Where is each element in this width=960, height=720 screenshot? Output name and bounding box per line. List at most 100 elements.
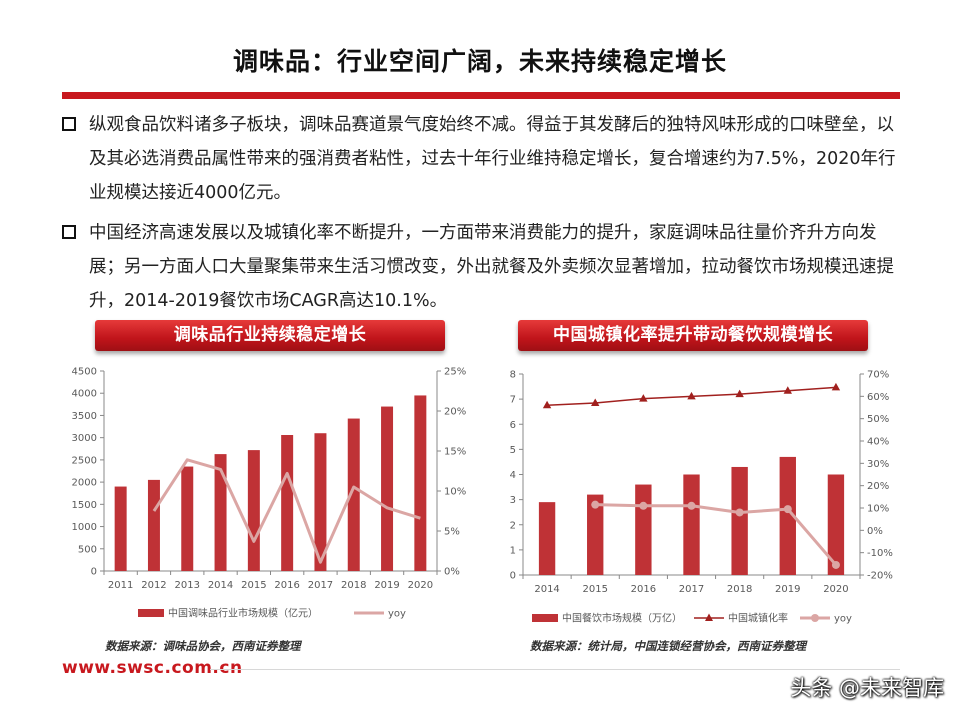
x-tick-label: 2019 xyxy=(775,584,800,595)
line-point-circle xyxy=(783,505,792,514)
bar xyxy=(214,454,227,571)
bullet-item: 纵观食品饮料诸多子板块，调味品赛道景气度始终不减。得益于其发酵后的独特风味形成的… xyxy=(62,108,902,210)
line-point-circle xyxy=(831,560,840,569)
line-point-circle xyxy=(735,508,744,517)
line-point-triangle xyxy=(591,398,600,407)
y-right-tick-label: 5% xyxy=(444,527,460,538)
bullet-text: 纵观食品饮料诸多子板块，调味品赛道景气度始终不减。得益于其发酵后的独特风味形成的… xyxy=(89,115,896,203)
legend-label: 中国餐饮市场规模（万亿） xyxy=(562,612,682,625)
y-right-tick-label: 60% xyxy=(867,392,889,403)
y-right-tick-label: 25% xyxy=(444,367,466,378)
x-tick-label: 2013 xyxy=(175,580,200,591)
bar xyxy=(731,466,748,575)
line-point-triangle xyxy=(831,382,841,391)
y-right-tick-label: 50% xyxy=(867,414,889,425)
page-title: 调味品：行业空间广阔，未来持续稳定增长 xyxy=(232,47,727,76)
bar xyxy=(587,494,604,575)
bullet-item: 中国经济高速发展以及城镇化率不断提升，一方面带来消费能力的提升，家庭调味品往量价… xyxy=(62,216,902,318)
y-left-tick-label: 4 xyxy=(510,470,516,481)
bar xyxy=(347,418,360,571)
legend-swatch-bar xyxy=(138,609,164,617)
y-right-tick-label: 70% xyxy=(867,370,889,381)
x-tick-label: 2015 xyxy=(241,580,266,591)
bar xyxy=(181,466,194,571)
footer-rule xyxy=(210,669,900,670)
checkbox-bullet-icon xyxy=(62,225,76,239)
y-left-tick-label: 3000 xyxy=(72,433,97,444)
series-line-yoy xyxy=(152,458,421,564)
x-tick-label: 2016 xyxy=(274,580,299,591)
x-tick-label: 2015 xyxy=(582,584,607,595)
y-left-tick-label: 500 xyxy=(78,544,97,555)
bar xyxy=(314,433,327,571)
y-left-tick-label: 0 xyxy=(510,571,516,582)
bullet-list: 纵观食品饮料诸多子板块，调味品赛道景气度始终不减。得益于其发酵后的独特风味形成的… xyxy=(62,108,902,324)
site-logo: www.swsc.com.cn xyxy=(62,658,243,678)
bar xyxy=(381,406,394,571)
y-left-tick-label: 1500 xyxy=(72,500,97,511)
x-tick-label: 2019 xyxy=(374,580,399,591)
y-left-tick-label: 7 xyxy=(510,395,516,406)
bar xyxy=(538,502,556,575)
series-line-yoy xyxy=(595,503,838,566)
bar xyxy=(827,474,845,575)
y-left-tick-label: 5 xyxy=(510,445,516,456)
chart1-source: 数据来源：调味品协会，西南证券整理 xyxy=(105,639,301,653)
chart1-area: 0 500 1000 1500 2000 2500 3000 3500 4000 4500 0% 5%… xyxy=(62,360,482,635)
line-point-triangle xyxy=(687,391,696,400)
bar xyxy=(247,450,260,571)
x-tick-label: 2016 xyxy=(631,584,656,595)
y-left-tick-label: 2 xyxy=(510,520,516,531)
x-tick-label: 2018 xyxy=(341,580,366,591)
line-point-triangle xyxy=(542,400,552,409)
legend-label: 中国调味品行业市场规模（亿元） xyxy=(168,607,318,620)
y-left-tick-label: 3500 xyxy=(72,411,97,422)
line-point-circle xyxy=(639,501,648,510)
y-right-tick-label: 0% xyxy=(867,526,883,537)
y-right-tick-label: -10% xyxy=(867,548,893,559)
y-right-tick-label: -20% xyxy=(867,571,893,582)
x-tick-label: 2020 xyxy=(823,584,848,595)
line-point-triangle xyxy=(783,386,792,394)
checkbox-bullet-icon xyxy=(62,117,76,131)
y-left-tick-label: 3 xyxy=(510,495,516,506)
y-right-tick-label: 0% xyxy=(444,567,460,578)
bar xyxy=(635,484,652,575)
y-left-tick-label: 4000 xyxy=(72,389,97,400)
legend-label: yoy xyxy=(834,614,852,625)
legend-swatch-bar xyxy=(532,614,558,622)
y-left-tick-label: 1000 xyxy=(72,522,97,533)
y-right-tick-label: 20% xyxy=(444,407,466,418)
y-left-tick-label: 1 xyxy=(510,545,516,556)
legend-label: yoy xyxy=(388,609,406,620)
chart1-svg: 0 500 1000 1500 2000 2500 3000 3500 4000 4500 0% 5%… xyxy=(72,367,467,620)
chart2-source: 数据来源：统计局，中国连锁经营协会，西南证券整理 xyxy=(530,639,806,653)
bar xyxy=(683,474,700,575)
line-point-triangle xyxy=(639,394,648,402)
y-left-tick-label: 2500 xyxy=(72,455,97,466)
y-right-tick-label: 30% xyxy=(867,459,889,470)
bar xyxy=(779,456,796,575)
y-left-tick-label: 8 xyxy=(510,370,516,381)
bar xyxy=(114,486,127,571)
bar xyxy=(281,435,294,571)
bar xyxy=(414,395,427,571)
x-tick-label: 2014 xyxy=(208,580,233,591)
legend-label: 中国城镇化率 xyxy=(728,612,788,625)
line-point-circle xyxy=(591,500,600,509)
x-tick-label: 2017 xyxy=(308,580,333,591)
x-tick-label: 2020 xyxy=(408,580,433,591)
y-right-tick-label: 40% xyxy=(867,437,889,448)
legend-marker xyxy=(705,613,713,621)
x-tick-label: 2011 xyxy=(108,580,133,591)
title-rule xyxy=(62,92,900,99)
y-right-tick-label: 20% xyxy=(867,481,889,492)
x-tick-label: 2014 xyxy=(534,584,559,595)
watermark: 头条 @未来智库 xyxy=(790,676,944,700)
y-right-tick-label: 10% xyxy=(867,504,889,515)
y-left-tick-label: 0 xyxy=(91,567,97,578)
chart1-banner: 调味品行业持续稳定增长 xyxy=(95,320,445,351)
x-tick-label: 2018 xyxy=(727,584,752,595)
bullet-text: 中国经济高速发展以及城镇化率不断提升，一方面带来消费能力的提升，家庭调味品往量价… xyxy=(89,223,894,311)
chart2-area: 0 1 2 3 4 5 6 7 8 -20% -10% 0% 10% 20% 30% 40% 50% 60% 70%… xyxy=(490,360,910,635)
